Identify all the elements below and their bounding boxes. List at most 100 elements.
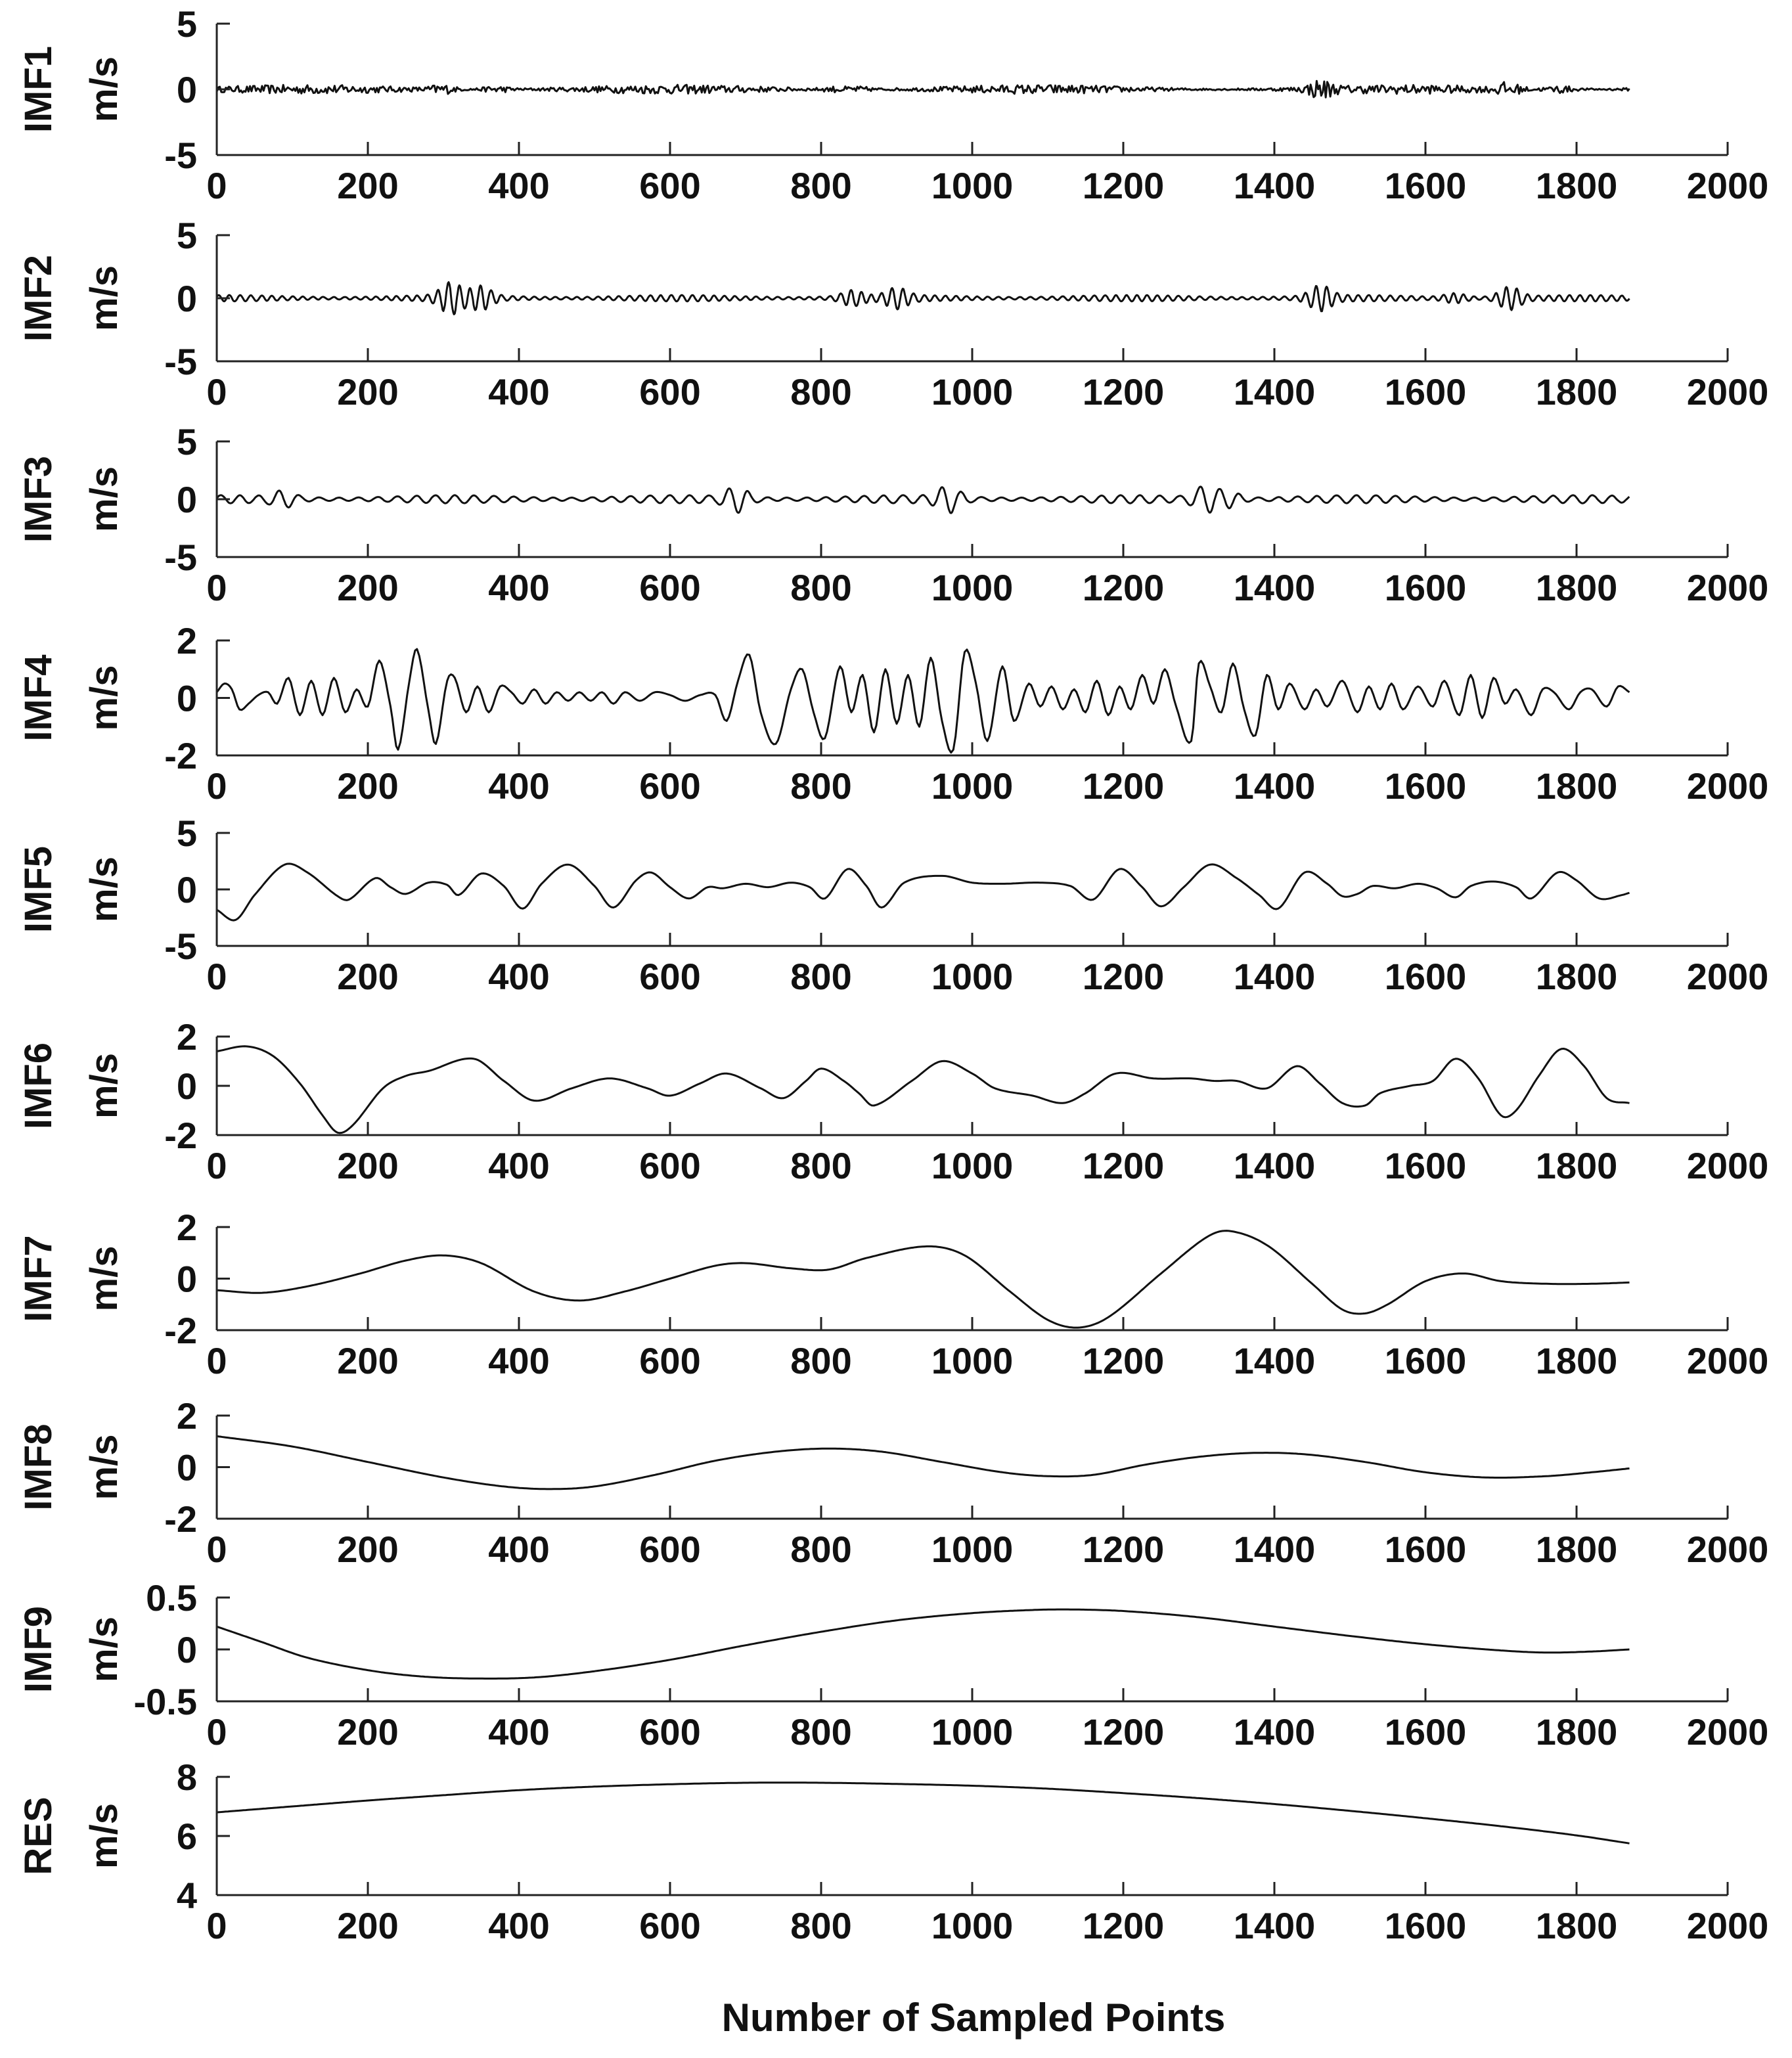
x-tick-label-imf2: 400 (488, 371, 549, 413)
x-tick-label-imf4: 200 (337, 765, 398, 807)
x-tick-label-imf5: 400 (488, 956, 549, 997)
x-tick-label-imf8: 1800 (1536, 1529, 1618, 1570)
x-tick-label-imf9: 1400 (1234, 1711, 1316, 1753)
x-tick-label-imf4: 800 (790, 765, 851, 807)
y-tick-label-imf6: -2 (164, 1115, 197, 1156)
y-tick-label-imf6: 2 (177, 1016, 197, 1058)
panel-res: 0 200 400 600 800 1000 1200 1400 1600 1800 2000 8 6 4… (17, 1756, 1768, 1946)
y-unit-label-imf6: m/s (83, 1053, 125, 1119)
y-tick-label-imf3: 5 (177, 421, 197, 462)
panel-imf2: 0 200 400 600 800 1000 1200 1400 1600 1800 200050-… (17, 215, 1768, 413)
x-tick-label-imf3: 800 (790, 567, 851, 608)
x-tick-label-imf9: 600 (639, 1711, 700, 1753)
x-tick-label-imf2: 1000 (931, 371, 1014, 413)
x-tick-label-imf7: 400 (488, 1340, 549, 1381)
series-line-imf8 (216, 1435, 1630, 1490)
x-tick-label-imf5: 800 (790, 956, 851, 997)
x-tick-label-imf8: 0 (206, 1529, 227, 1570)
series-line-imf4 (215, 648, 1630, 754)
x-tick-label-imf9: 1600 (1385, 1711, 1467, 1753)
panel-name-imf8: IMF8 (17, 1423, 60, 1510)
panel-imf7: 0 200 400 600 800 1000 1200 1400 1600 1800 200020-… (17, 1207, 1768, 1381)
y-tick-label-res: 4 (177, 1875, 197, 1916)
x-tick-label-imf1: 400 (488, 165, 549, 206)
y-tick-label-imf5: -5 (164, 926, 197, 967)
y-unit-label-imf8: m/s (83, 1435, 125, 1500)
series-line-imf5 (216, 862, 1630, 922)
x-tick-label-imf6: 800 (790, 1145, 851, 1186)
y-unit-label-imf7: m/s (83, 1246, 125, 1312)
y-tick-label-imf1: -5 (164, 135, 197, 176)
x-tick-label-res: 800 (790, 1905, 851, 1946)
x-tick-label-imf6: 1600 (1385, 1145, 1467, 1186)
y-tick-label-imf9: -0.5 (134, 1681, 198, 1722)
series-line-imf2 (215, 281, 1630, 315)
x-tick-label-imf1: 1000 (931, 165, 1014, 206)
y-tick-label-imf2: -5 (164, 341, 197, 382)
x-tick-label-imf9: 200 (337, 1711, 398, 1753)
y-tick-label-imf7: 0 (177, 1259, 197, 1300)
y-tick-label-imf9: 0.5 (146, 1577, 197, 1619)
x-tick-label-res: 1400 (1234, 1905, 1316, 1946)
y-unit-label-imf2: m/s (83, 265, 125, 331)
x-tick-label-imf4: 1000 (931, 765, 1014, 807)
x-tick-label-res: 2000 (1687, 1905, 1769, 1946)
x-tick-label-imf1: 800 (790, 165, 851, 206)
x-tick-label-imf3: 1600 (1385, 567, 1467, 608)
x-tick-label-imf2: 800 (790, 371, 851, 413)
panel-name-imf6: IMF6 (17, 1042, 60, 1129)
y-unit-label-imf4: m/s (83, 665, 125, 731)
x-tick-label-imf1: 1400 (1234, 165, 1316, 206)
y-tick-label-imf4: 0 (177, 678, 197, 719)
y-tick-label-imf3: 0 (177, 479, 197, 520)
x-tick-label-imf1: 1800 (1536, 165, 1618, 206)
x-tick-label-imf7: 1800 (1536, 1340, 1618, 1381)
x-tick-label-imf1: 2000 (1687, 165, 1769, 206)
x-tick-label-imf8: 800 (790, 1529, 851, 1570)
x-tick-label-imf7: 1600 (1385, 1340, 1467, 1381)
x-tick-label-imf5: 600 (639, 956, 700, 997)
x-tick-label-imf2: 1800 (1536, 371, 1618, 413)
y-tick-label-imf4: -2 (164, 735, 197, 776)
x-tick-label-imf6: 2000 (1687, 1145, 1769, 1186)
y-unit-label-imf5: m/s (83, 857, 125, 922)
x-tick-label-imf3: 600 (639, 567, 700, 608)
x-tick-label-imf7: 2000 (1687, 1340, 1769, 1381)
x-tick-label-imf4: 400 (488, 765, 549, 807)
series-line-imf3 (215, 485, 1630, 514)
y-tick-label-imf2: 0 (177, 278, 197, 319)
x-tick-label-imf2: 600 (639, 371, 700, 413)
x-tick-label-imf6: 0 (206, 1145, 227, 1186)
y-tick-label-res: 6 (177, 1816, 197, 1857)
panel-name-imf7: IMF7 (17, 1235, 60, 1322)
x-tick-label-imf6: 1400 (1234, 1145, 1316, 1186)
x-tick-label-imf6: 1800 (1536, 1145, 1618, 1186)
x-tick-label-res: 400 (488, 1905, 549, 1946)
x-tick-label-imf9: 1800 (1536, 1711, 1618, 1753)
x-tick-label-imf4: 1800 (1536, 765, 1618, 807)
y-tick-label-imf8: 0 (177, 1447, 197, 1488)
y-tick-label-res: 8 (177, 1756, 197, 1798)
y-tick-label-imf5: 0 (177, 869, 197, 910)
x-tick-label-imf8: 200 (337, 1529, 398, 1570)
x-tick-label-imf8: 400 (488, 1529, 549, 1570)
x-tick-label-imf8: 2000 (1687, 1529, 1769, 1570)
y-tick-label-imf4: 2 (177, 620, 197, 661)
x-tick-label-res: 1800 (1536, 1905, 1618, 1946)
x-tick-label-imf5: 1600 (1385, 956, 1467, 997)
y-unit-label-imf3: m/s (83, 466, 125, 532)
x-tick-label-imf3: 1400 (1234, 567, 1316, 608)
x-tick-label-imf3: 1000 (931, 567, 1014, 608)
x-tick-label-imf3: 1800 (1536, 567, 1618, 608)
x-tick-label-imf1: 0 (206, 165, 227, 206)
x-tick-label-imf2: 0 (206, 371, 227, 413)
y-unit-label-imf1: m/s (83, 56, 125, 122)
x-tick-label-imf2: 1600 (1385, 371, 1467, 413)
x-tick-label-imf9: 800 (790, 1711, 851, 1753)
y-tick-label-imf8: -2 (164, 1498, 197, 1540)
panel-name-imf9: IMF9 (17, 1606, 60, 1693)
x-tick-label-imf5: 200 (337, 956, 398, 997)
x-tick-label-imf3: 2000 (1687, 567, 1769, 608)
x-tick-label-imf6: 1200 (1083, 1145, 1165, 1186)
